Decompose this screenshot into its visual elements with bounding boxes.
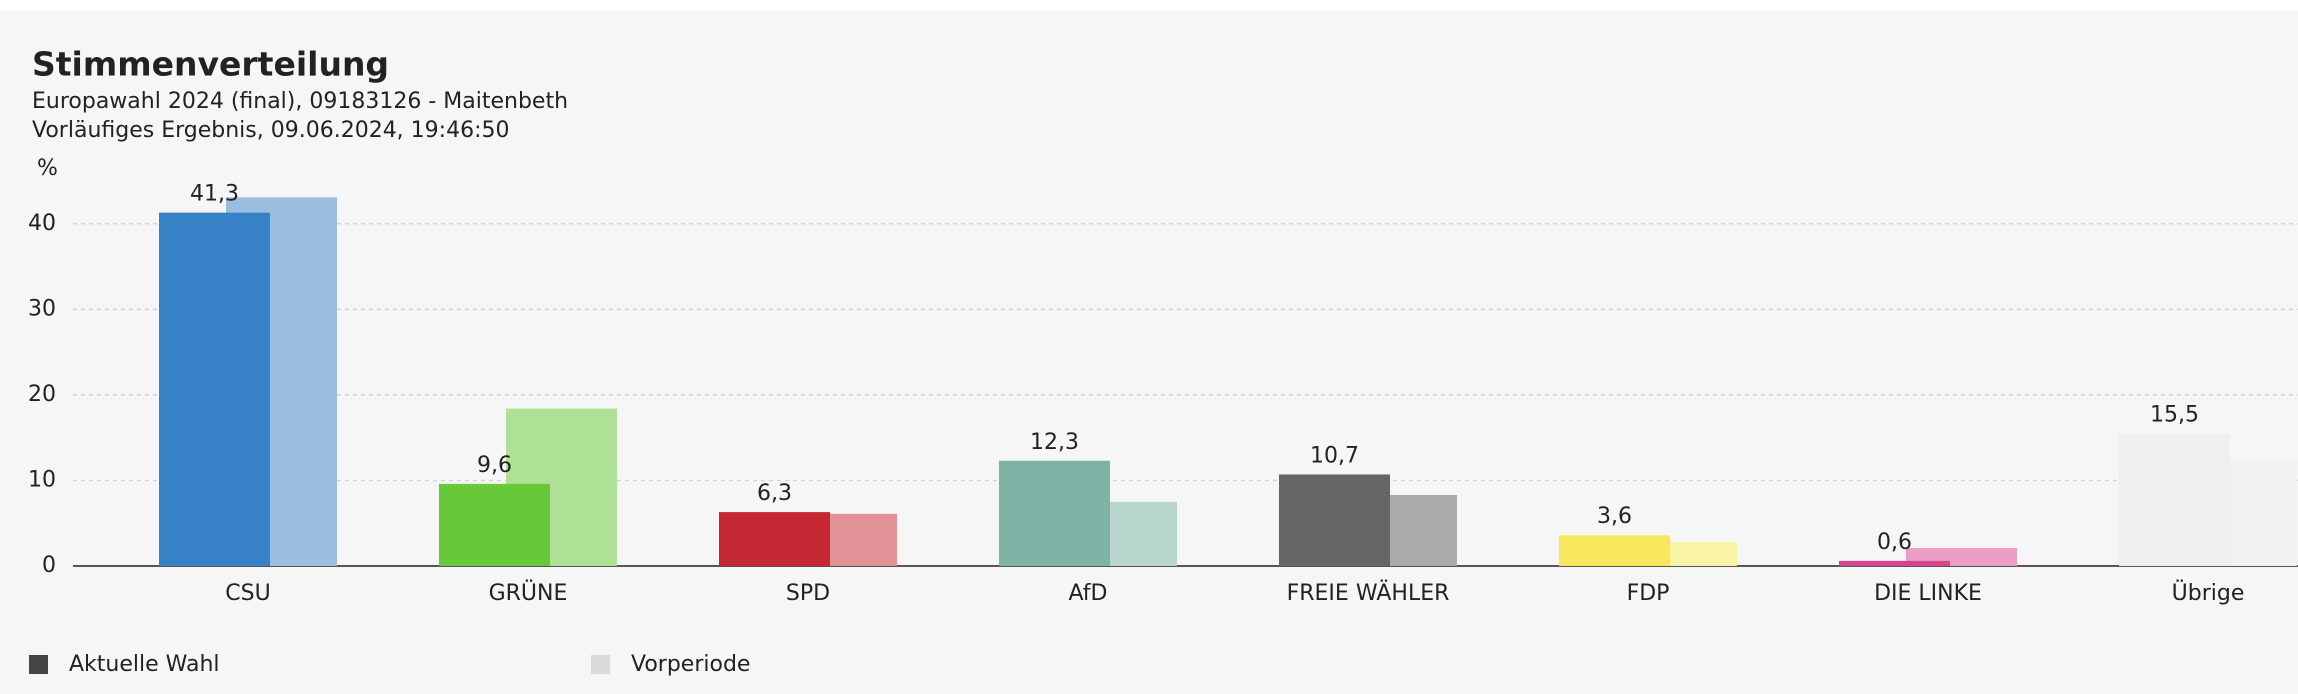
value-label: 12,3 [1030,430,1079,455]
chart-subtitle: Europawahl 2024 (final), 09183126 - Mait… [32,89,568,114]
bar [1559,535,1670,566]
bar [719,512,830,566]
x-tick-label: FDP [1627,581,1670,606]
y-tick-label: 30 [28,296,56,321]
chart-title: Stimmenverteilung [32,45,389,84]
value-label: 6,3 [757,481,792,506]
y-tick-label: 20 [28,382,56,407]
chart-subtitle: Vorläufiges Ergebnis, 09.06.2024, 19:46:… [32,118,509,143]
y-tick-label: 40 [28,211,56,236]
x-tick-label: CSU [225,581,270,606]
legend-label: Vorperiode [631,652,750,677]
x-tick-label: Übrige [2172,580,2245,606]
value-label: 3,6 [1597,504,1632,529]
x-tick-label: SPD [786,581,830,606]
bar [1279,474,1390,566]
background [0,11,2298,694]
x-tick-label: FREIE WÄHLER [1287,580,1450,606]
y-tick-label: 0 [42,553,56,578]
bar [1839,560,1950,566]
value-label: 0,6 [1877,530,1912,555]
legend-swatch [591,655,610,674]
x-tick-label: GRÜNE [489,580,568,606]
x-tick-label: AfD [1069,581,1108,606]
legend-label: Aktuelle Wahl [69,652,220,677]
value-label: 9,6 [477,453,512,478]
y-axis-label: % [37,156,58,181]
value-label: 10,7 [1310,443,1359,468]
y-tick-label: 10 [28,467,56,492]
x-tick-label: DIE LINKE [1874,581,1982,606]
value-label: 41,3 [190,182,239,207]
value-label: 15,5 [2150,402,2199,427]
bar [999,460,1110,566]
bar [439,483,550,566]
bar [2119,433,2230,566]
bar [159,212,270,566]
legend-swatch [29,655,48,674]
